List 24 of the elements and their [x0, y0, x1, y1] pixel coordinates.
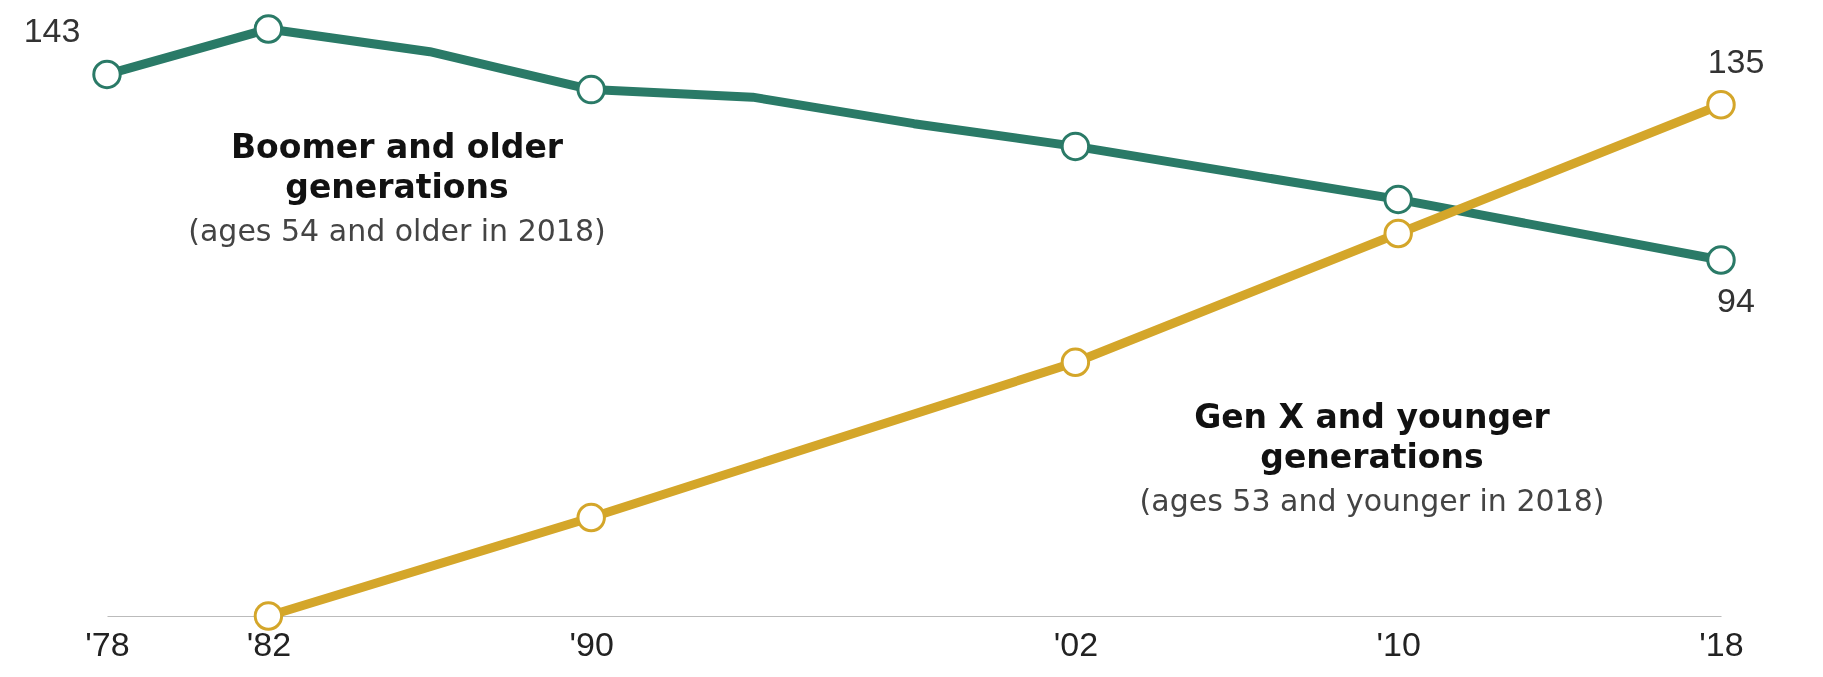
data-label: 143	[23, 11, 81, 50]
point	[1060, 347, 1091, 377]
point	[576, 74, 606, 105]
series-label: Boomer and older generations	[230, 127, 564, 206]
x-tick-label: '78	[85, 624, 130, 663]
x-tick-label: '82	[246, 624, 292, 663]
point	[576, 502, 606, 533]
point	[253, 14, 284, 44]
data-label: 135	[1707, 41, 1765, 80]
point	[1060, 131, 1091, 162]
x-tick-label: '02	[1053, 624, 1099, 663]
data-label: 94	[1717, 281, 1755, 320]
x-tick-label: '90	[569, 624, 614, 663]
point	[1383, 218, 1413, 249]
annotation: (ages 53 and younger in 2018)	[1139, 483, 1605, 518]
point	[253, 601, 284, 631]
text: Gen X and younger generations	[1194, 397, 1551, 476]
point	[1706, 90, 1736, 120]
point	[92, 59, 122, 90]
annotation: (ages 54 and older in 2018)	[188, 213, 606, 248]
x-tick-label: '10	[1376, 624, 1421, 663]
point	[1706, 245, 1736, 275]
x-tick-label: '18	[1699, 624, 1744, 663]
point	[1383, 184, 1413, 215]
